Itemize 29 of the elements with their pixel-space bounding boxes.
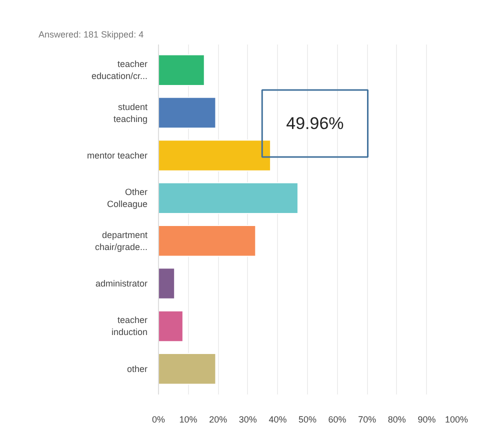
bar xyxy=(158,140,272,172)
chart-subtitle: Answered: 181 Skipped: 4 xyxy=(38,30,144,40)
y-tick-label: mentor teacher xyxy=(86,150,148,160)
bar xyxy=(158,96,216,129)
y-tick-label: administrator xyxy=(95,278,148,289)
x-tick-label: 0% xyxy=(152,414,166,424)
y-tick-label: student teaching xyxy=(113,102,148,124)
y-tick-label: Other Colleague xyxy=(106,187,148,210)
x-tick-label: 20% xyxy=(209,414,228,424)
x-tick-label: 100% xyxy=(444,414,468,424)
x-tick-label: 60% xyxy=(328,414,346,424)
y-tick-label: teacher education/cr... xyxy=(91,59,148,82)
bar xyxy=(158,310,184,342)
y-tick-label: department chair/grade... xyxy=(94,230,148,252)
x-tick-label: 30% xyxy=(238,414,257,424)
x-tick-label: 70% xyxy=(358,414,376,424)
y-tick-label: teacher induction xyxy=(111,315,148,338)
bar xyxy=(158,182,298,214)
x-tick-label: 90% xyxy=(418,414,436,424)
bar xyxy=(158,353,216,385)
bar xyxy=(158,268,176,300)
x-tick-label: 10% xyxy=(179,414,198,424)
x-tick-label: 40% xyxy=(268,414,287,424)
bar xyxy=(158,224,256,257)
bar xyxy=(158,54,205,86)
annotation: 49.96% xyxy=(286,114,344,133)
x-tick-label: 50% xyxy=(298,414,317,424)
y-tick-label: other xyxy=(126,364,148,374)
x-tick-label: 80% xyxy=(388,414,406,424)
